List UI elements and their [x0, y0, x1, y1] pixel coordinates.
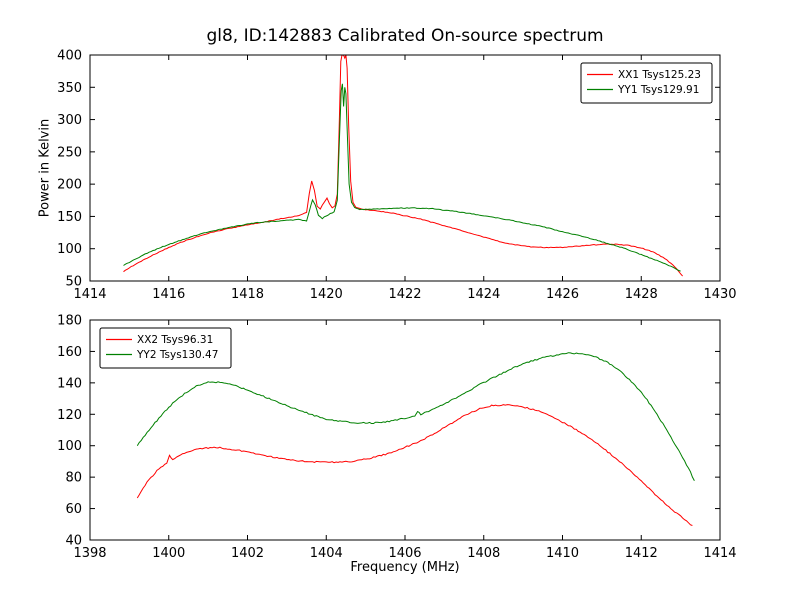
y-tick-label: 200 [57, 178, 82, 193]
y-tick-label: 400 [57, 49, 82, 64]
x-tick-label: 1426 [546, 287, 579, 302]
plot-area-1 [136, 352, 695, 526]
series-line-yy1 [123, 83, 681, 272]
x-tick-label: 1398 [73, 546, 106, 561]
x-tick-label: 1414 [703, 546, 736, 561]
x-tick-label: 1430 [703, 287, 736, 302]
figure-title: gl8, ID:142883 Calibrated On-source spec… [206, 26, 604, 46]
y-tick-label: 150 [57, 210, 82, 225]
y-tick-label: 140 [57, 376, 82, 391]
y-tick-label: 60 [65, 502, 82, 517]
x-tick-label: 1418 [231, 287, 264, 302]
y-tick-label: 180 [57, 314, 82, 329]
x-tick-label: 1428 [625, 287, 658, 302]
legend-label: YY1 Tsys129.91 [617, 84, 699, 96]
x-tick-label: 1408 [467, 546, 500, 561]
legend-0: XX1 Tsys125.23 YY1 Tsys129.91 [580, 62, 713, 104]
plot-area-0 [123, 55, 683, 277]
x-tick-label: 1416 [152, 287, 185, 302]
x-tick-label: 1412 [625, 546, 658, 561]
y-tick-label: 100 [57, 439, 82, 454]
x-tick-label: 1406 [388, 546, 421, 561]
x-tick-label: 1414 [73, 287, 106, 302]
x-axis-label: Frequency (MHz) [350, 560, 460, 575]
y-tick-label: 160 [57, 345, 82, 360]
legend-label: YY2 Tsys130.47 [136, 349, 218, 361]
y-tick-label: 40 [65, 534, 82, 549]
legend-box [580, 62, 713, 104]
y-tick-label: 120 [57, 408, 82, 423]
y-tick-label: 350 [57, 81, 82, 96]
x-tick-label: 1420 [310, 287, 343, 302]
series-line-xx2 [136, 404, 693, 526]
legend-box [99, 327, 232, 369]
y-tick-label: 50 [65, 275, 82, 290]
legend-1: XX2 Tsys96.31 YY2 Tsys130.47 [99, 327, 232, 369]
x-tick-label: 1410 [546, 546, 579, 561]
x-tick-label: 1402 [231, 546, 264, 561]
x-tick-label: 1404 [310, 546, 343, 561]
legend-label: XX1 Tsys125.23 [618, 69, 701, 81]
y-tick-label: 80 [65, 471, 82, 486]
y-tick-label: 250 [57, 145, 82, 160]
x-tick-label: 1422 [388, 287, 421, 302]
series-line-xx1 [123, 55, 683, 277]
series-line-yy2 [136, 352, 695, 481]
y-tick-label: 100 [57, 242, 82, 257]
y-tick-label: 300 [57, 113, 82, 128]
x-tick-label: 1424 [467, 287, 500, 302]
legend-label: XX2 Tsys96.31 [137, 334, 213, 346]
x-tick-label: 1400 [152, 546, 185, 561]
